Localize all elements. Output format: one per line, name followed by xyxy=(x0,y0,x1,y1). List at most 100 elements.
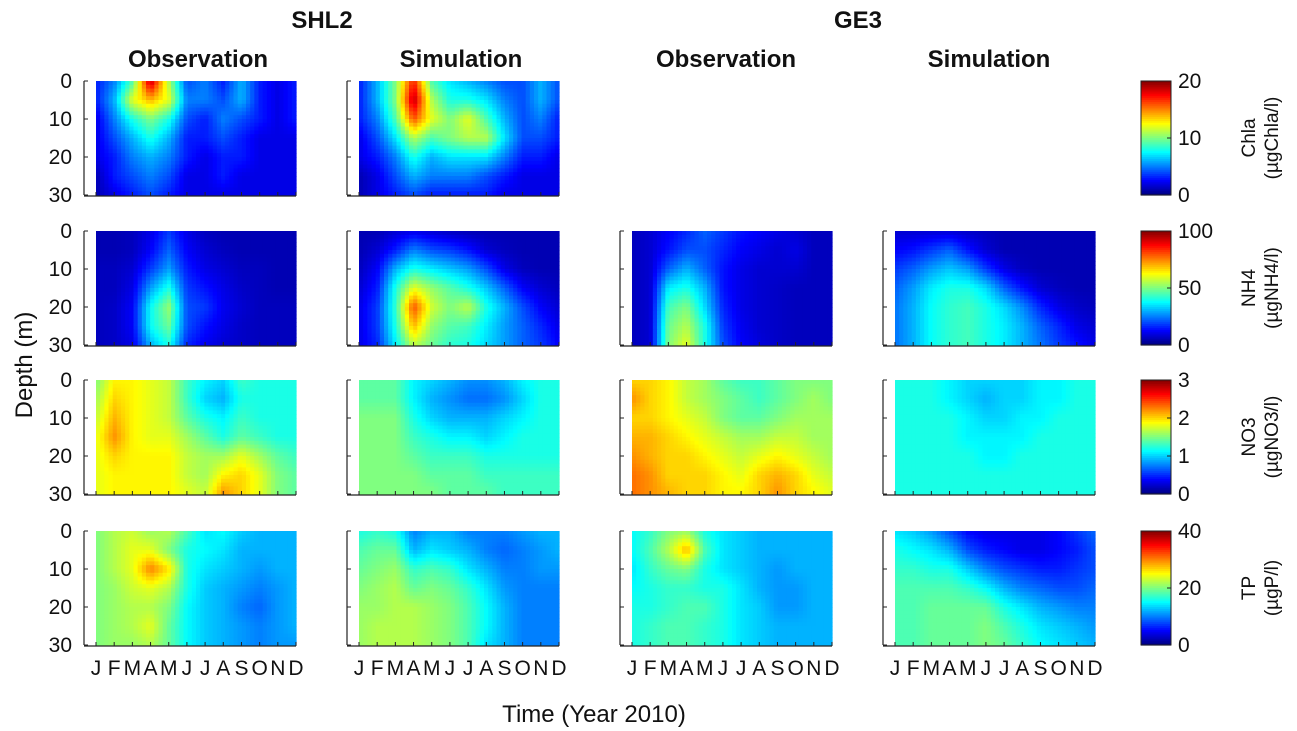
heatmap-cell xyxy=(104,238,110,243)
heatmap-cell xyxy=(417,250,423,255)
heatmap-cell xyxy=(488,149,493,154)
heatmap-cell xyxy=(266,81,272,86)
heatmap-cell xyxy=(166,179,172,185)
heatmap-cell xyxy=(379,164,385,169)
heatmap-cell xyxy=(554,157,560,162)
heatmap-cell xyxy=(550,115,556,120)
heatmap-cell xyxy=(183,168,189,173)
heatmap-cell xyxy=(116,157,122,162)
heatmap-cell xyxy=(287,141,293,147)
heatmap-cell xyxy=(171,160,176,166)
heatmap-cell xyxy=(187,84,193,90)
heatmap-cell xyxy=(229,183,235,188)
heatmap-cell xyxy=(450,246,456,251)
heatmap-cell xyxy=(241,111,247,116)
heatmap-cell xyxy=(208,81,214,86)
heatmap-cell xyxy=(150,141,155,147)
heatmap-cell xyxy=(96,103,101,109)
heatmap-cell xyxy=(204,288,210,293)
heatmap-cell xyxy=(162,160,168,166)
heatmap-cell xyxy=(409,160,414,166)
heatmap-cell xyxy=(104,284,110,289)
heatmap-cell xyxy=(446,130,452,135)
heatmap-cell xyxy=(287,246,293,251)
heatmap-cell xyxy=(434,269,439,274)
heatmap-cell xyxy=(166,126,172,131)
heatmap-cell xyxy=(258,242,264,247)
heatmap-cell xyxy=(438,172,443,177)
heatmap-cell xyxy=(513,168,518,173)
heatmap-cell xyxy=(146,318,151,323)
heatmap-cell xyxy=(158,103,164,109)
heatmap-cell xyxy=(179,280,185,285)
heatmap-cell xyxy=(517,81,523,86)
heatmap-cell xyxy=(529,242,535,247)
heatmap-cell xyxy=(287,130,293,135)
heatmap-cell xyxy=(534,100,539,105)
heatmap-cell xyxy=(396,111,402,116)
heatmap-cell xyxy=(162,310,168,316)
heatmap-cell xyxy=(96,242,101,247)
heatmap-cell xyxy=(283,176,289,181)
heatmap-cell xyxy=(375,176,381,181)
heatmap-cell xyxy=(492,157,498,162)
heatmap-cell xyxy=(287,172,293,177)
heatmap-cell xyxy=(212,242,218,247)
heatmap-cell xyxy=(116,107,122,112)
heatmap-cell xyxy=(275,126,280,131)
heatmap-cell xyxy=(454,257,460,262)
heatmap-cell xyxy=(146,191,151,196)
heatmap-cell xyxy=(471,179,477,185)
heatmap-cell xyxy=(367,168,373,173)
heatmap-cell xyxy=(233,160,239,166)
heatmap-cell xyxy=(550,111,556,116)
heatmap-cell xyxy=(375,269,381,274)
heatmap-cell xyxy=(392,138,398,143)
heatmap-cell xyxy=(446,261,452,266)
heatmap-cell xyxy=(183,333,189,338)
heatmap-cell xyxy=(429,103,435,109)
heatmap-cell xyxy=(525,153,531,158)
heatmap-cell xyxy=(196,318,201,323)
heatmap-cell xyxy=(517,145,523,150)
heatmap-cell xyxy=(421,191,427,196)
heatmap-cell xyxy=(216,176,222,181)
heatmap-cell xyxy=(425,253,431,259)
heatmap-cell xyxy=(150,318,155,323)
heatmap-cell xyxy=(279,141,285,147)
heatmap-cell xyxy=(425,96,431,101)
heatmap-cell xyxy=(204,119,210,124)
heatmap-cell xyxy=(459,168,464,173)
heatmap-cell xyxy=(108,81,114,86)
heatmap-cell xyxy=(241,134,247,139)
heatmap-cell xyxy=(254,238,260,243)
heatmap-cell xyxy=(137,272,143,278)
heatmap-cell xyxy=(187,291,193,297)
heatmap-cell xyxy=(191,126,197,131)
heatmap-cell xyxy=(121,107,126,112)
heatmap-cell xyxy=(191,234,197,240)
heatmap-cell xyxy=(250,100,255,105)
heatmap-cell xyxy=(425,122,431,128)
heatmap-cell xyxy=(488,81,493,86)
heatmap-cell xyxy=(96,179,101,185)
heatmap-cell xyxy=(237,307,243,312)
heatmap-cell xyxy=(246,341,251,346)
heatmap-cell xyxy=(216,172,222,177)
heatmap-cell xyxy=(384,81,389,86)
heatmap-cell xyxy=(283,310,289,316)
heatmap-cell xyxy=(225,272,230,278)
heatmap-cell xyxy=(100,134,105,139)
heatmap-cell xyxy=(363,119,368,124)
heatmap-cell xyxy=(266,272,272,278)
heatmap-cell xyxy=(384,168,389,173)
heatmap-cell xyxy=(166,231,172,236)
heatmap-cell xyxy=(216,276,222,281)
heatmap-cell xyxy=(221,291,226,297)
heatmap-cell xyxy=(396,231,402,236)
heatmap-cell xyxy=(283,168,289,173)
heatmap-cell xyxy=(509,250,514,255)
heatmap-cell xyxy=(229,153,235,158)
heatmap-cell xyxy=(104,246,110,251)
heatmap-cell xyxy=(250,164,255,169)
